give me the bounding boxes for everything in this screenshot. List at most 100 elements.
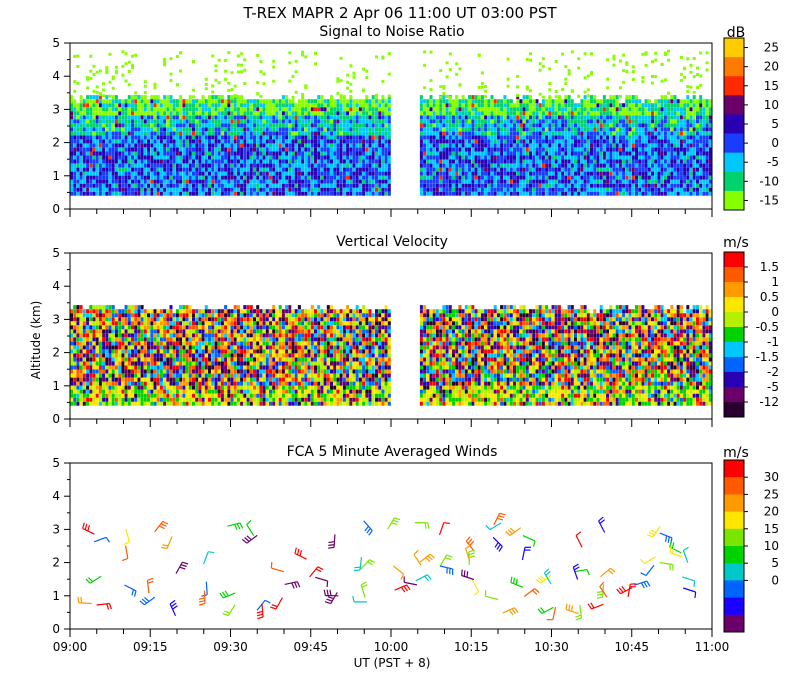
heatmap-cell [500, 147, 504, 152]
heatmap-cell [387, 103, 391, 108]
heatmap-cell [339, 143, 343, 148]
heatmap-cell [182, 171, 186, 176]
heatmap-cell [580, 107, 584, 112]
heatmap-cell [673, 111, 677, 116]
heatmap-cell [480, 103, 484, 108]
heatmap-cell [98, 119, 102, 124]
heatmap-cell [423, 151, 427, 156]
heatmap-cell [532, 143, 536, 148]
heatmap-cell [102, 171, 106, 176]
heatmap-cell [548, 103, 552, 108]
heatmap-cell [647, 187, 651, 192]
heatmap-cell [442, 115, 446, 120]
heatmap-cell [192, 127, 195, 132]
heatmap-cell [705, 183, 709, 188]
heatmap-cell [301, 127, 305, 132]
heatmap-cell [429, 143, 433, 148]
heatmap-cell [577, 151, 581, 156]
heatmap-cell [365, 131, 369, 136]
heatmap-cell [509, 171, 513, 176]
heatmap-cell [551, 103, 555, 108]
heatmap-cell [657, 107, 661, 112]
heatmap-cell [140, 123, 144, 128]
heatmap-cell [114, 159, 118, 164]
heatmap-cell [365, 135, 369, 140]
heatmap-cell [352, 159, 356, 164]
heatmap-cell [561, 135, 565, 140]
heatmap-cell [561, 183, 565, 188]
heatmap-cell [131, 151, 134, 156]
heatmap-cell [127, 163, 131, 168]
heatmap-cell [602, 139, 606, 144]
heatmap-cell [79, 103, 83, 108]
heatmap-cell [76, 191, 80, 196]
heatmap-cell [580, 171, 584, 176]
heatmap-cell [644, 175, 648, 180]
heatmap-cell [137, 95, 141, 100]
heatmap-cell [577, 135, 581, 140]
heatmap-cell [352, 131, 356, 136]
heatmap-cell [285, 183, 289, 188]
heatmap-cell [362, 179, 366, 184]
heatmap-cell [352, 127, 356, 132]
heatmap-cell [272, 119, 276, 124]
heatmap-cell [641, 76, 645, 79]
heatmap-cell [474, 179, 478, 184]
heatmap-cell [76, 123, 80, 128]
heatmap-cell [567, 123, 571, 128]
heatmap-cell [638, 103, 642, 108]
heatmap-cell [506, 77, 510, 81]
heatmap-cell [654, 139, 658, 144]
heatmap-cell [535, 107, 539, 112]
heatmap-cell [702, 131, 706, 136]
heatmap-cell [557, 191, 561, 196]
heatmap-cell [567, 131, 571, 136]
heatmap-cell [185, 127, 189, 132]
heatmap-cell [442, 191, 446, 196]
heatmap-cell [387, 115, 391, 120]
heatmap-cell [432, 115, 436, 120]
heatmap-cell [333, 127, 337, 132]
heatmap-cell [705, 175, 709, 180]
heatmap-cell [79, 179, 83, 184]
heatmap-cell [387, 167, 391, 172]
heatmap-cell [708, 175, 712, 180]
heatmap-cell [310, 119, 314, 124]
heatmap-cell [705, 163, 709, 168]
heatmap-cell [625, 159, 629, 164]
heatmap-cell [612, 54, 616, 58]
heatmap-cell [230, 179, 234, 184]
heatmap-cell [519, 127, 523, 132]
heatmap-cell [593, 155, 597, 160]
heatmap-cell [358, 111, 362, 116]
heatmap-cell [131, 95, 134, 100]
heatmap-cell [278, 107, 282, 112]
heatmap-cell [73, 139, 77, 144]
heatmap-cell [82, 123, 86, 128]
heatmap-cell [477, 123, 481, 128]
heatmap-cell [230, 147, 234, 152]
heatmap-cell [654, 107, 658, 112]
heatmap-cell [227, 163, 231, 168]
heatmap-cell [484, 179, 488, 184]
heatmap-cell [545, 151, 549, 156]
heatmap-cell [516, 123, 520, 128]
heatmap-cell [625, 123, 629, 128]
heatmap-cell [349, 99, 353, 104]
heatmap-cell [233, 167, 237, 172]
heatmap-cell [554, 191, 558, 196]
heatmap-cell [602, 123, 606, 128]
heatmap-cell [506, 171, 510, 176]
heatmap-cell [532, 171, 536, 176]
heatmap-cell [140, 147, 144, 152]
heatmap-cell [439, 167, 443, 172]
heatmap-cell [676, 103, 680, 108]
heatmap-cell [448, 163, 452, 168]
heatmap-cell [365, 171, 369, 176]
heatmap-cell [86, 171, 90, 176]
heatmap-cell [609, 131, 613, 136]
heatmap-cell [628, 115, 632, 120]
heatmap-cell [195, 107, 199, 112]
heatmap-cell [423, 135, 427, 140]
heatmap-cell [355, 143, 359, 148]
